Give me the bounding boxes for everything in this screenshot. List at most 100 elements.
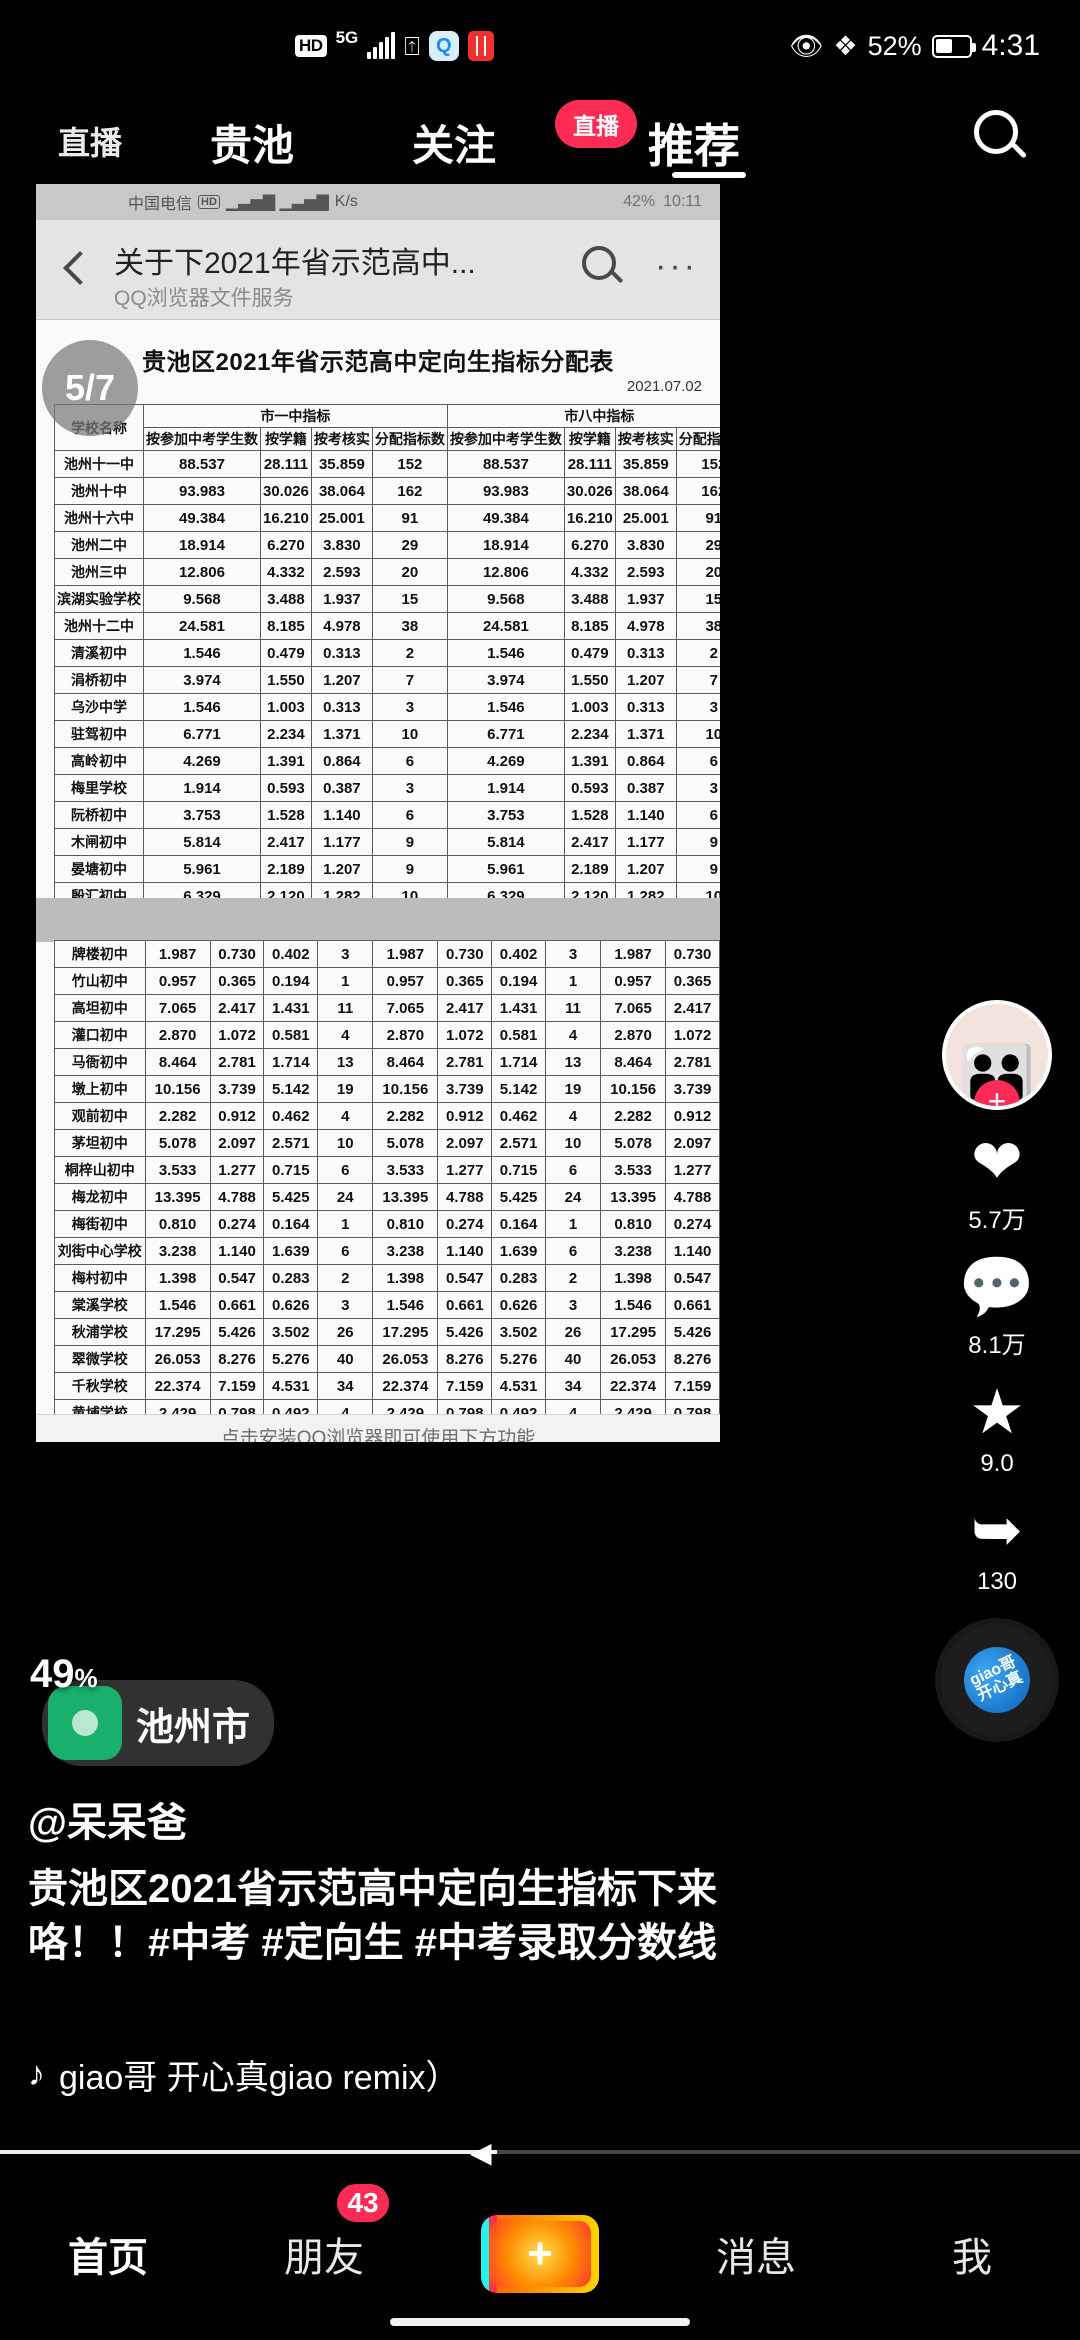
- cell-g2-assessment: 5.425: [491, 1183, 546, 1211]
- video-caption[interactable]: 贵池区2021省示范高中定向生指标下来咯！！#中考 #定向生 #中考录取分数线: [28, 1867, 717, 1965]
- cell-school-name: 棠溪学校: [54, 1291, 146, 1319]
- nav-item-home[interactable]: 首页: [68, 2236, 148, 2280]
- share-button[interactable]: ➥ 130: [971, 1500, 1023, 1596]
- cell-g2-roster: 1.277: [437, 1156, 493, 1184]
- cell-g3-roster: 0.912: [665, 1102, 720, 1130]
- table-row: 竹山初中 0.957 0.365 0.194 1 0.957 0.365 0.194 1 0.95…: [54, 967, 720, 995]
- subcol-2b: 按学籍: [563, 427, 616, 452]
- author-handle[interactable]: @呆呆爸: [28, 1801, 188, 1845]
- cell-g2-students: 88.537: [446, 450, 565, 479]
- cell-g1-students: 5.814: [143, 828, 261, 857]
- cell-g2-roster: 1.140: [437, 1237, 493, 1265]
- cell-g2-students: 7.065: [372, 994, 439, 1022]
- tab-live[interactable]: 直播: [58, 125, 123, 161]
- play-cursor-icon[interactable]: ◀: [470, 2137, 492, 2168]
- cell-g3-roster: 4.788: [665, 1183, 720, 1211]
- cell-g2-quota: 24: [544, 1183, 602, 1211]
- back-icon[interactable]: [58, 248, 94, 292]
- cell-school-name: 阮桥初中: [54, 801, 144, 830]
- video-progress-bar[interactable]: [0, 2150, 1080, 2154]
- cell-g1-quota: 3: [371, 774, 448, 803]
- comment-button[interactable]: 💬 8.1万: [958, 1257, 1035, 1360]
- cell-school-name: 木闸初中: [54, 828, 144, 857]
- music-info[interactable]: ♪ giao哥 开心真giao remix）: [28, 2050, 460, 2099]
- cell-g1-roster: 16.210: [260, 504, 312, 533]
- cell-g1-students: 5.961: [143, 855, 261, 884]
- cell-g1-students: 13.395: [144, 1183, 211, 1211]
- nav-item-messages[interactable]: 消息: [716, 2236, 796, 2280]
- cell-g1-quota: 2: [371, 639, 448, 668]
- location-chip[interactable]: 池州市: [42, 1680, 275, 1766]
- table-row: 晏塘初中5.9612.1891.20795.9612.1891.20795.96…: [54, 855, 720, 884]
- cell-g1-roster: 0.547: [209, 1264, 265, 1292]
- cell-g2-students: 22.374: [372, 1372, 439, 1400]
- cell-g1-quota: 3: [317, 940, 374, 968]
- nav-item-me[interactable]: 我: [952, 2236, 992, 2280]
- cell-g2-roster: 4.788: [437, 1183, 493, 1211]
- like-button[interactable]: ❤ 5.7万: [968, 1132, 1025, 1235]
- cell-g2-roster: 2.417: [437, 994, 493, 1022]
- tab-recommend[interactable]: 推荐: [648, 120, 740, 172]
- cell-g2-students: 1.398: [372, 1264, 439, 1292]
- cell-g2-roster: 8.185: [563, 612, 616, 641]
- table-row: 池州十二中 24.581 8.185 4.978 38 24.581 8.185 4.978 3…: [54, 612, 720, 641]
- table-row: 梅里学校1.9140.5930.38731.9140.5930.38731.91…: [54, 774, 720, 803]
- quota-table-top[interactable]: 学校名称 市一中指标 市八中指标 市六中指标 按参加中考学生数 按学籍 按考核实…: [54, 403, 720, 965]
- like-count: 5.7万: [968, 1207, 1026, 1234]
- cell-school-name: 梅街初中: [54, 1210, 146, 1238]
- search-icon[interactable]: [582, 246, 628, 292]
- favorite-button[interactable]: ★ 9.0: [969, 1382, 1025, 1478]
- cell-g2-assessment: 0.462: [491, 1102, 546, 1130]
- cell-g2-students: 5.961: [446, 855, 565, 884]
- cell-g2-quota: 152: [675, 450, 720, 479]
- page-indicator: 5/7: [42, 340, 138, 436]
- cell-g2-students: 0.957: [372, 967, 439, 995]
- cell-g3-roster: 7.159: [665, 1372, 720, 1400]
- cell-g1-quota: 152: [371, 450, 448, 479]
- cell-g1-assessment: 0.402: [263, 940, 319, 968]
- cell-g2-quota: 20: [675, 558, 720, 587]
- cell-g1-assessment: 5.276: [263, 1345, 319, 1373]
- video-player[interactable]: 中国电信 HD ▁▃▅▇ ▁▃▅▇ K/s 42% 10:11 关于下2021年…: [0, 92, 720, 1442]
- cell-g2-students: 5.078: [372, 1129, 439, 1157]
- live-badge[interactable]: 直播: [555, 100, 637, 148]
- music-disc[interactable]: giao哥 开心真: [941, 1624, 1053, 1736]
- cell-g1-students: 2.870: [144, 1021, 211, 1049]
- cell-g2-roster: 0.274: [437, 1210, 493, 1238]
- cell-g3-students: 13.395: [600, 1183, 667, 1211]
- cell-g2-roster: 0.547: [437, 1264, 493, 1292]
- cell-g1-assessment: 1.714: [263, 1048, 319, 1076]
- status-bar-left: HD 5G ⍐ Q: [295, 28, 494, 61]
- cell-g1-roster: 3.488: [260, 585, 312, 614]
- cell-g1-quota: 20: [371, 558, 448, 587]
- home-indicator: [390, 2318, 690, 2326]
- cell-g1-students: 1.546: [143, 639, 261, 668]
- tab-follow[interactable]: 关注: [412, 122, 497, 169]
- cell-g3-roster: 1.277: [665, 1156, 720, 1184]
- tab-guichi[interactable]: 贵池: [210, 122, 295, 169]
- document-sheet[interactable]: 贵池区2021年省示范高中定向生指标分配表 2021.07.02 学校名称 市一…: [36, 320, 720, 1442]
- cell-g2-students: 12.806: [446, 558, 565, 587]
- cell-g1-quota: 15: [371, 585, 448, 614]
- cell-school-name: 池州十六中: [54, 504, 144, 533]
- cell-g1-students: 24.581: [143, 612, 261, 641]
- cell-g2-roster: 30.026: [563, 477, 616, 506]
- avatar[interactable]: 👪 +: [942, 1000, 1052, 1110]
- quota-table-bottom[interactable]: 牌楼初中 1.987 0.730 0.402 3 1.987 0.730 0.402 3 1.98…: [54, 940, 720, 1442]
- cell-g1-roster: 0.730: [209, 940, 265, 968]
- cell-g1-roster: 0.661: [209, 1291, 265, 1319]
- nav-item-friends[interactable]: 朋友 43: [216, 2181, 432, 2283]
- cell-g1-students: 1.546: [144, 1291, 211, 1319]
- cell-g2-roster: 1.528: [563, 801, 616, 830]
- cell-g2-roster: 0.661: [437, 1291, 493, 1319]
- cell-g3-students: 0.810: [600, 1210, 667, 1238]
- cell-g1-students: 1.914: [143, 774, 261, 803]
- group-header-1: 市一中指标: [143, 403, 448, 429]
- nav-item-create[interactable]: +: [432, 2215, 648, 2293]
- search-icon[interactable]: [974, 110, 1030, 166]
- cell-g1-quota: 19: [317, 1075, 374, 1103]
- cell-g1-quota: 24: [317, 1183, 374, 1211]
- cell-g2-quota: 1: [544, 967, 602, 995]
- cell-g1-assessment: 25.001: [310, 504, 373, 533]
- cell-g1-quota: 11: [317, 994, 374, 1022]
